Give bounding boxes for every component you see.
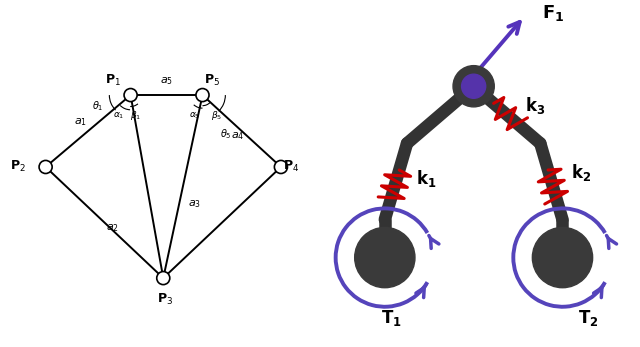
- Circle shape: [355, 227, 415, 288]
- Text: $\mathbf{T_2}$: $\mathbf{T_2}$: [578, 308, 598, 328]
- Text: $\mathbf{k}_\mathbf{3}$: $\mathbf{k}_\mathbf{3}$: [525, 95, 546, 116]
- Circle shape: [532, 227, 593, 288]
- Text: $\mathbf{F_1}$: $\mathbf{F_1}$: [542, 3, 564, 23]
- Text: $\mathbf{k}_\mathbf{2}$: $\mathbf{k}_\mathbf{2}$: [571, 162, 591, 183]
- Text: $\mathbf{k}_\mathbf{1}$: $\mathbf{k}_\mathbf{1}$: [416, 168, 436, 189]
- Circle shape: [39, 160, 52, 174]
- Circle shape: [124, 88, 137, 102]
- Text: $\alpha_5$: $\alpha_5$: [189, 110, 200, 120]
- Text: $a_5$: $a_5$: [160, 75, 173, 87]
- Text: $\beta_1$: $\beta_1$: [130, 109, 141, 122]
- Text: $\theta_5$: $\theta_5$: [220, 127, 231, 141]
- Text: $\mathbf{P}_{4}$: $\mathbf{P}_{4}$: [283, 159, 299, 174]
- Text: $\mathbf{P}_{5}$: $\mathbf{P}_{5}$: [204, 73, 220, 88]
- Circle shape: [275, 160, 287, 174]
- Circle shape: [196, 88, 209, 102]
- Text: $a_1$: $a_1$: [74, 116, 87, 128]
- Text: $\mathbf{P}_{3}$: $\mathbf{P}_{3}$: [157, 292, 173, 307]
- Text: $\beta_5$: $\beta_5$: [211, 109, 222, 122]
- Text: $\alpha_1$: $\alpha_1$: [113, 110, 125, 120]
- Text: $\mathbf{T_1}$: $\mathbf{T_1}$: [381, 308, 401, 328]
- Circle shape: [453, 66, 494, 107]
- Text: $\mathbf{P}_{2}$: $\mathbf{P}_{2}$: [10, 159, 26, 174]
- Circle shape: [461, 74, 486, 98]
- Text: $\theta_1$: $\theta_1$: [92, 100, 104, 113]
- Circle shape: [157, 272, 170, 285]
- Text: $a_4$: $a_4$: [230, 130, 244, 142]
- Text: $a_3$: $a_3$: [188, 198, 201, 210]
- Text: $a_2$: $a_2$: [106, 222, 119, 234]
- Text: $\mathbf{P}_{1}$: $\mathbf{P}_{1}$: [104, 73, 120, 88]
